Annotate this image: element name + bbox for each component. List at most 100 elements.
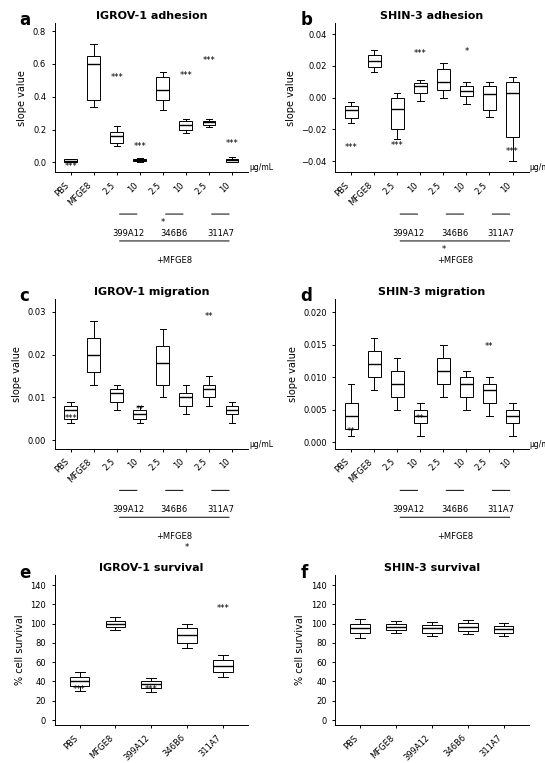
Text: +MFGE8: +MFGE8 [156,256,192,265]
PathPatch shape [87,337,100,372]
Title: IGROV-1 adhesion: IGROV-1 adhesion [95,11,207,21]
Text: ***: *** [414,49,427,58]
Text: b: b [300,11,312,29]
PathPatch shape [203,385,215,398]
PathPatch shape [483,86,496,111]
Text: ***: *** [64,162,77,171]
Text: f: f [300,564,307,581]
Text: ***: *** [145,685,158,694]
Text: +MFGE8: +MFGE8 [437,256,473,265]
PathPatch shape [134,159,146,161]
Text: +MFGE8: +MFGE8 [437,532,473,541]
Text: 346B6: 346B6 [161,505,188,514]
PathPatch shape [437,358,450,384]
Text: e: e [20,564,31,581]
Text: **: ** [347,427,355,436]
PathPatch shape [368,55,380,67]
Text: **: ** [416,414,425,423]
Text: d: d [300,287,312,305]
PathPatch shape [391,98,404,130]
PathPatch shape [460,86,473,96]
Text: *: * [464,47,469,56]
PathPatch shape [87,56,100,100]
Text: ***: *** [203,56,215,65]
Text: 399A12: 399A12 [393,505,425,514]
Text: ***: *** [64,414,77,423]
Title: SHIN-3 survival: SHIN-3 survival [384,563,480,573]
PathPatch shape [422,625,442,633]
Text: ***: *** [73,685,86,694]
PathPatch shape [226,159,238,162]
PathPatch shape [460,377,473,397]
Text: 311A7: 311A7 [207,229,234,238]
PathPatch shape [156,77,169,100]
Text: ***: *** [179,70,192,79]
Y-axis label: % cell survival: % cell survival [295,615,306,685]
PathPatch shape [368,351,380,377]
PathPatch shape [179,393,192,406]
PathPatch shape [64,159,77,162]
Text: μg/mL: μg/mL [530,163,545,172]
Text: 346B6: 346B6 [161,229,188,238]
Title: SHIN-3 migration: SHIN-3 migration [378,287,486,297]
PathPatch shape [213,660,233,672]
PathPatch shape [414,410,427,423]
Text: *: * [441,15,445,24]
Title: IGROV-1 survival: IGROV-1 survival [99,563,203,573]
PathPatch shape [156,346,169,385]
PathPatch shape [345,105,358,118]
Text: 311A7: 311A7 [488,505,514,514]
PathPatch shape [70,677,89,686]
Text: 346B6: 346B6 [441,229,469,238]
Text: ***: *** [506,147,519,156]
Title: SHIN-3 adhesion: SHIN-3 adhesion [380,11,483,21]
PathPatch shape [179,121,192,130]
Text: ***: *** [345,143,358,152]
Text: *: * [161,217,165,227]
PathPatch shape [134,410,146,419]
Y-axis label: slope value: slope value [288,346,298,402]
Text: c: c [20,287,29,305]
Text: ***: *** [134,142,146,151]
Title: IGROV-1 migration: IGROV-1 migration [94,287,209,297]
PathPatch shape [106,621,125,626]
PathPatch shape [226,406,238,414]
Y-axis label: % cell survival: % cell survival [15,615,25,685]
Text: 346B6: 346B6 [441,505,469,514]
PathPatch shape [350,623,370,633]
PathPatch shape [177,627,197,643]
Text: μg/mL: μg/mL [249,439,273,449]
PathPatch shape [64,406,77,419]
Text: **: ** [485,342,494,351]
PathPatch shape [506,82,519,137]
Text: 399A12: 399A12 [112,505,144,514]
PathPatch shape [111,132,123,143]
PathPatch shape [391,371,404,397]
Text: 399A12: 399A12 [393,229,425,238]
Text: **: ** [136,405,144,414]
Text: 311A7: 311A7 [488,229,514,238]
PathPatch shape [414,83,427,93]
Text: **: ** [204,311,213,320]
PathPatch shape [506,410,519,423]
Text: ***: *** [226,139,238,147]
PathPatch shape [345,403,358,429]
Text: +MFGE8: +MFGE8 [156,532,192,541]
Text: 311A7: 311A7 [207,505,234,514]
Text: ***: *** [110,73,123,82]
PathPatch shape [494,626,513,633]
Y-axis label: slope value: slope value [17,69,27,125]
Y-axis label: slope value: slope value [12,346,22,402]
Text: ***: *** [391,141,404,150]
Text: a: a [20,11,31,29]
Text: ***: *** [216,604,229,613]
Text: *: * [441,245,445,254]
Text: μg/mL: μg/mL [530,439,545,449]
Text: 399A12: 399A12 [112,229,144,238]
Text: *: * [185,543,189,552]
PathPatch shape [386,623,406,630]
PathPatch shape [203,121,215,125]
PathPatch shape [458,623,477,632]
PathPatch shape [111,389,123,401]
PathPatch shape [483,384,496,403]
